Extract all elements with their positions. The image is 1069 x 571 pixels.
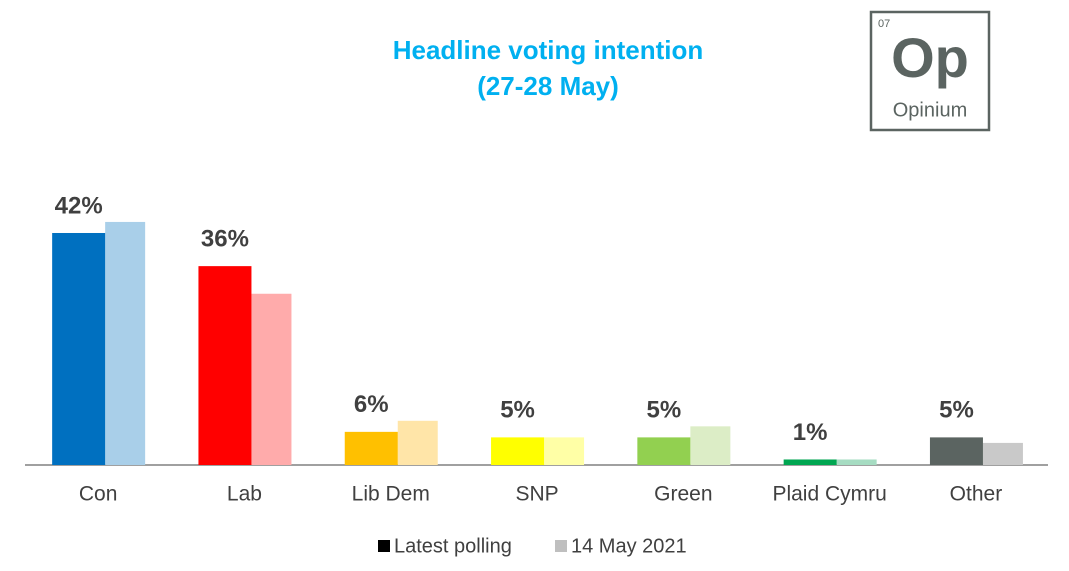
bar (783, 459, 837, 465)
legend-label: 14 May 2021 (571, 535, 687, 557)
logo-name: Opinium (893, 99, 967, 121)
x-tick-label: Other (950, 483, 1003, 506)
bar (397, 420, 438, 465)
value-label: 5% (939, 397, 974, 424)
value-label: 5% (500, 397, 535, 424)
bar (198, 266, 252, 465)
legend-swatch (378, 540, 390, 552)
logo-frame (869, 10, 991, 132)
legend-swatch (555, 540, 567, 552)
bar (982, 442, 1023, 465)
value-label: 5% (647, 397, 682, 424)
chart-title: Headline voting intention (393, 35, 704, 65)
logo-symbol: Op (891, 26, 969, 89)
chart-subtitle: (27-28 May) (477, 71, 619, 101)
logo-number: 07 (878, 18, 890, 30)
x-tick-label: Green (654, 483, 712, 506)
bar (544, 437, 585, 465)
value-label: 6% (354, 391, 389, 418)
value-label: 42% (55, 192, 103, 219)
x-tick-label: Lab (227, 483, 262, 506)
x-tick-label: SNP (515, 483, 558, 506)
bar (836, 459, 877, 465)
logo: 07 Op Opinium (869, 10, 991, 132)
bar (105, 221, 146, 465)
bar (929, 437, 983, 465)
x-tick-label: Plaid Cymru (772, 483, 886, 506)
legend-label: Latest polling (394, 535, 512, 557)
bar (690, 426, 731, 465)
bar (52, 232, 106, 465)
x-tick-label: Con (79, 483, 118, 506)
bar (344, 431, 398, 465)
value-label: 36% (201, 225, 249, 252)
bar (251, 293, 292, 465)
x-tick-label: Lib Dem (352, 483, 430, 506)
bar (637, 437, 691, 465)
value-label: 1% (793, 419, 828, 446)
bar (491, 437, 545, 465)
